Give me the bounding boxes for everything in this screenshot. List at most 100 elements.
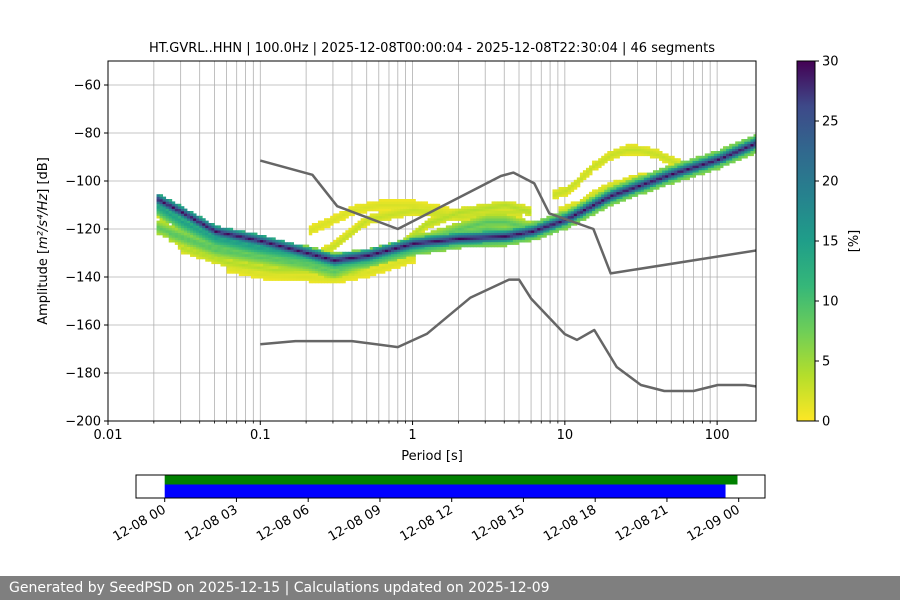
heatmap-cell bbox=[439, 232, 444, 236]
heatmap-cell bbox=[363, 225, 368, 229]
heatmap-cell bbox=[695, 172, 700, 176]
heatmap-cell bbox=[217, 227, 221, 231]
heatmap-cell bbox=[333, 215, 337, 219]
heatmap-cell bbox=[229, 239, 234, 243]
heatmap-cell bbox=[726, 163, 730, 166]
heatmap-cell bbox=[488, 218, 492, 221]
heatmap-cell bbox=[723, 158, 727, 161]
heatmap-cell bbox=[689, 158, 693, 161]
heatmap-cell bbox=[217, 259, 221, 262]
heatmap-cell bbox=[305, 259, 310, 262]
heatmap-cell bbox=[421, 230, 425, 233]
colorbar-tick-label: 0 bbox=[822, 415, 830, 430]
heatmap-cell bbox=[296, 278, 301, 281]
heatmap-cell bbox=[287, 247, 291, 250]
heatmap-cell bbox=[275, 275, 279, 279]
heatmap-cell bbox=[354, 254, 358, 257]
heatmap-cell bbox=[363, 206, 368, 209]
heatmap-cell bbox=[738, 155, 742, 159]
heatmap-cell bbox=[494, 242, 499, 245]
heatmap-cell bbox=[424, 239, 429, 243]
heatmap-cell bbox=[515, 213, 520, 217]
heatmap-cell bbox=[455, 242, 459, 245]
heatmap-cell bbox=[168, 208, 173, 212]
heatmap-cell bbox=[156, 225, 160, 229]
heatmap-cell bbox=[637, 189, 642, 193]
heatmap-cell bbox=[305, 278, 310, 281]
heatmap-cell bbox=[726, 160, 730, 164]
heatmap-cell bbox=[342, 218, 346, 221]
heatmap-cell bbox=[354, 230, 358, 233]
heatmap-cell bbox=[607, 153, 611, 157]
heatmap-cell bbox=[372, 220, 377, 224]
heatmap-cell bbox=[525, 206, 529, 209]
heatmap-cell bbox=[601, 155, 605, 159]
heatmap-cell bbox=[388, 254, 392, 257]
heatmap-cell bbox=[646, 184, 651, 188]
heatmap-cell bbox=[564, 215, 569, 219]
heatmap-cell bbox=[336, 242, 340, 245]
heatmap-cell bbox=[515, 232, 520, 236]
heatmap-cell bbox=[719, 148, 724, 152]
heatmap-cell bbox=[266, 239, 270, 243]
heatmap-cell bbox=[479, 213, 483, 217]
heatmap-cell bbox=[610, 153, 614, 157]
heatmap-cell bbox=[196, 254, 200, 257]
heatmap-cell bbox=[598, 196, 602, 200]
heatmap-cell bbox=[330, 218, 334, 221]
heatmap-cell bbox=[247, 242, 252, 245]
heatmap-cell bbox=[314, 249, 319, 253]
heatmap-cell bbox=[180, 237, 185, 241]
heatmap-cell bbox=[607, 189, 611, 193]
heatmap-cell bbox=[613, 153, 617, 157]
heatmap-cell bbox=[479, 230, 483, 233]
heatmap-cell bbox=[430, 235, 435, 238]
heatmap-cell bbox=[747, 153, 751, 157]
heatmap-cell bbox=[269, 263, 273, 267]
heatmap-cell bbox=[579, 203, 584, 207]
heatmap-cell bbox=[394, 242, 398, 245]
heatmap-cell bbox=[302, 247, 307, 250]
heatmap-cell bbox=[308, 254, 313, 257]
heatmap-cell bbox=[278, 268, 282, 272]
heatmap-cell bbox=[512, 218, 517, 221]
heatmap-cell bbox=[585, 175, 590, 178]
heatmap-cell bbox=[250, 247, 255, 250]
heatmap-cell bbox=[290, 271, 294, 274]
heatmap-cell bbox=[619, 182, 623, 185]
heatmap-cell bbox=[528, 230, 532, 233]
heatmap-cell bbox=[406, 213, 410, 217]
heatmap-cell bbox=[589, 196, 593, 200]
heatmap-cell bbox=[388, 249, 392, 253]
heatmap-cell bbox=[193, 251, 197, 255]
heatmap-cell bbox=[281, 278, 285, 281]
heatmap-cell bbox=[616, 184, 620, 188]
heatmap-cell bbox=[269, 251, 273, 255]
heatmap-cell bbox=[260, 237, 264, 241]
heatmap-cell bbox=[549, 227, 553, 231]
heatmap-cell bbox=[366, 273, 371, 277]
heatmap-cell bbox=[360, 275, 365, 279]
heatmap-cell bbox=[509, 213, 514, 217]
heatmap-cell bbox=[649, 175, 654, 178]
heatmap-cell bbox=[269, 275, 273, 279]
heatmap-cell bbox=[595, 199, 599, 202]
heatmap-cell bbox=[662, 177, 666, 181]
heatmap-cell bbox=[354, 225, 358, 229]
heatmap-cell bbox=[311, 280, 316, 284]
heatmap-cell bbox=[564, 191, 569, 195]
heatmap-cell bbox=[186, 244, 191, 248]
heatmap-cell bbox=[247, 232, 252, 236]
heatmap-cell bbox=[351, 227, 355, 231]
heatmap-cell bbox=[381, 208, 386, 212]
heatmap-cell bbox=[561, 206, 566, 209]
heatmap-cell bbox=[716, 153, 721, 157]
heatmap-cell bbox=[156, 227, 160, 231]
heatmap-cell bbox=[159, 203, 164, 207]
heatmap-cell bbox=[485, 208, 489, 212]
heatmap-cell bbox=[613, 155, 617, 159]
heatmap-cell bbox=[211, 251, 215, 255]
heatmap-cell bbox=[473, 227, 477, 231]
heatmap-cell bbox=[345, 232, 349, 236]
heatmap-cell bbox=[716, 158, 721, 161]
